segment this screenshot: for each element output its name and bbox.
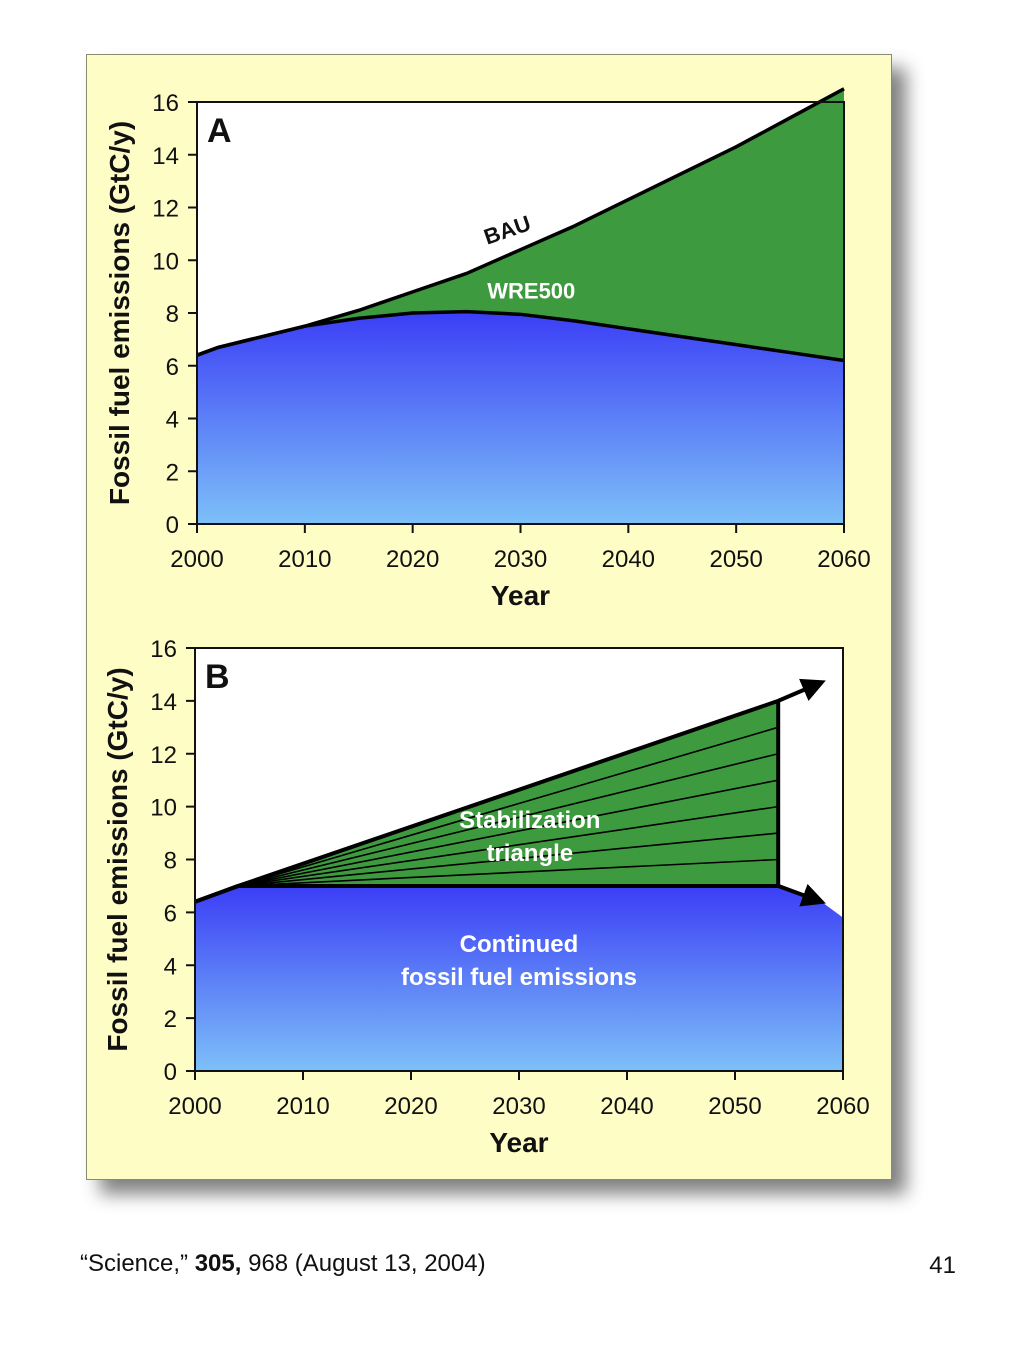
- annotation-stabilization-line: triangle: [486, 840, 573, 867]
- y-axis-title: Fossil fuel emissions (GtC/y): [102, 667, 133, 1051]
- annotation-stabilization-line: Stabilization: [459, 807, 600, 834]
- citation: “Science,” 305, 968 (August 13, 2004): [80, 1250, 486, 1278]
- series-line-lower-arrow: [777, 883, 826, 907]
- y-tick-label: 14: [150, 689, 177, 716]
- y-tick-label: 0: [166, 512, 179, 539]
- citation-journal: “Science,”: [80, 1250, 195, 1277]
- panel-label: A: [207, 112, 232, 150]
- x-tick-label: 2020: [384, 1093, 437, 1120]
- y-tick-label: 14: [152, 143, 179, 170]
- x-axis-title: Year: [491, 580, 550, 611]
- y-tick-label: 4: [164, 953, 177, 980]
- y-tick-label: 12: [152, 196, 179, 223]
- citation-details: 968 (August 13, 2004): [241, 1250, 486, 1277]
- wedge-line: [237, 726, 779, 887]
- annotation-continued-line: Continued: [460, 931, 579, 958]
- series-line-wre500: [196, 309, 845, 363]
- x-tick-label: 2010: [276, 1093, 329, 1120]
- y-tick-label: 4: [166, 407, 179, 434]
- x-tick-label: 2050: [708, 1093, 761, 1120]
- x-axis-title: Year: [489, 1127, 548, 1158]
- x-tick-label: 2060: [816, 1093, 869, 1120]
- blue-area-continued-emissions: [195, 885, 843, 1071]
- x-tick-label: 2060: [817, 546, 870, 573]
- blue-area-under-curve: [197, 311, 844, 524]
- annotation-continued-line: fossil fuel emissions: [401, 964, 637, 991]
- wedge-line: [238, 752, 779, 887]
- y-tick-label: 12: [150, 742, 177, 769]
- x-tick-label: 2030: [494, 546, 547, 573]
- x-tick-label: 2040: [600, 1093, 653, 1120]
- x-tick-label: 2020: [386, 546, 439, 573]
- chart-panel-b: Stabilization triangle Continued fossil fue…: [102, 636, 870, 1158]
- green-area-between-curves: [197, 88, 844, 361]
- x-tick-label: 2030: [492, 1093, 545, 1120]
- y-axis-title: Fossil fuel emissions (GtC/y): [104, 121, 135, 505]
- x-tick-label: 2010: [278, 546, 331, 573]
- y-tick-label: 8: [164, 848, 177, 875]
- y-tick-label: 0: [164, 1059, 177, 1086]
- citation-volume: 305,: [194, 1250, 242, 1277]
- panel-label: B: [205, 658, 230, 696]
- page-number: 41: [929, 1252, 956, 1279]
- y-tick-label: 2: [166, 459, 179, 486]
- x-tick-label: 2000: [168, 1093, 221, 1120]
- y-tick-label: 6: [166, 354, 179, 381]
- y-tick-label: 8: [166, 301, 179, 328]
- wedge-line: [238, 779, 779, 887]
- wedge-line: [238, 832, 779, 887]
- x-tick-label: 2050: [709, 546, 762, 573]
- y-tick-label: 16: [152, 90, 179, 117]
- y-tick-label: 2: [164, 1006, 177, 1033]
- wedge-line: [238, 805, 779, 887]
- wedge-line: [238, 858, 779, 887]
- x-tick-label: 2040: [602, 546, 655, 573]
- series-line-lower-start: [194, 884, 239, 904]
- y-tick-label: 10: [152, 248, 179, 275]
- y-tick-label: 6: [164, 900, 177, 927]
- series-label-wre500: WRE500: [487, 278, 575, 303]
- y-tick-label: 10: [150, 795, 177, 822]
- x-tick-label: 2000: [170, 546, 223, 573]
- y-tick-label: 16: [150, 636, 177, 663]
